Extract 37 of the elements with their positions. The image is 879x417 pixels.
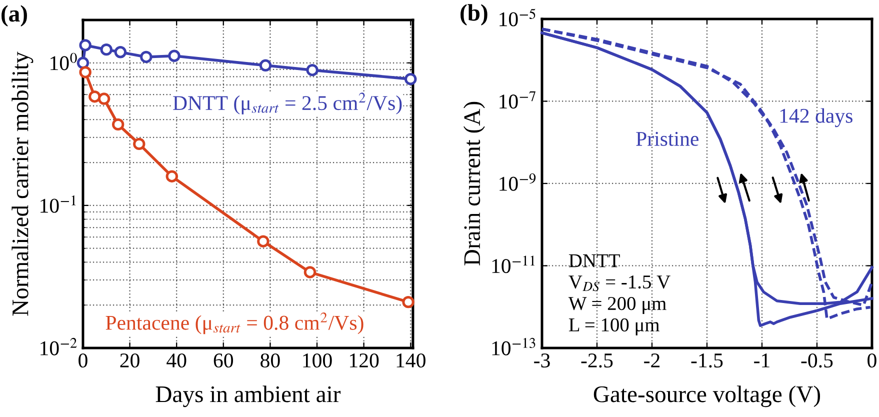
chart-title: (b)	[460, 4, 488, 26]
x-tick-label: 80	[260, 353, 280, 368]
y-tick-label: 10$^{−13}$	[492, 338, 536, 356]
x-tick-label: 120	[350, 353, 379, 368]
x-tick-label: -2	[644, 354, 660, 368]
x-axis-title: Gate-source voltage (V)	[594, 386, 820, 408]
y-axis-title: Normalized carrier mobility	[12, 52, 34, 316]
y-tick-label: 10$^{−7}$	[500, 91, 536, 109]
x-tick-label: -0.5	[801, 353, 833, 368]
series-label: DNTT (μ$_{start}$ = 2.5 cm$^{2}$/Vs)	[173, 92, 402, 114]
x-tick-label: 140	[396, 353, 426, 368]
x-tick-label: -1.5	[691, 354, 723, 368]
x-tick-label: 100	[303, 353, 332, 368]
annotation: DNTT	[568, 254, 620, 268]
annotation: L = 100 μm	[568, 318, 660, 336]
y-tick-label: 10$^{−2}$	[40, 338, 77, 356]
x-tick-label: 60	[214, 353, 234, 368]
y-tick-label: 10$^{−11}$	[492, 256, 535, 274]
x-tick-label: -1	[754, 354, 770, 368]
x-tick-label: 0	[868, 353, 876, 368]
x-tick-label: -2.5	[581, 354, 613, 368]
x-tick-label: 40	[166, 353, 186, 368]
y-tick-label: 10$^{−1}$	[40, 195, 76, 213]
x-tick-label: 0	[78, 353, 88, 368]
annotation: V$_{DS}$ = -1.5 V	[568, 275, 670, 292]
series-label: 142 days	[780, 108, 852, 128]
y-tick-label: 10$^{−5}$	[500, 8, 536, 26]
y-axis-title: Drain current (A)	[463, 102, 485, 266]
chart-title: (a)	[2, 5, 27, 27]
x-axis-title: Days in ambient air	[156, 386, 341, 408]
x-tick-label: 20	[120, 353, 140, 368]
x-tick-label: -3	[534, 354, 550, 368]
series-label: Pentacene (μ$_{start}$ = 0.8 cm$^{2}$/Vs)	[106, 312, 364, 334]
y-tick-label: 10$^{0}$	[50, 52, 77, 70]
annotation: W = 200 μm	[568, 296, 666, 314]
series-label: Pristine	[636, 132, 698, 146]
y-tick-label: 10$^{−9}$	[500, 173, 536, 191]
